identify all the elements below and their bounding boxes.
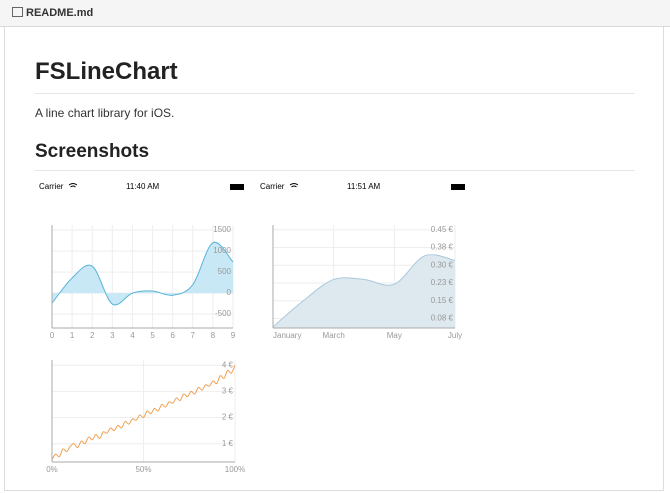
- y-tick-label: -500: [215, 309, 232, 318]
- x-tick-label: 0: [50, 331, 55, 340]
- y-tick-label: 0.45 €: [431, 225, 454, 234]
- x-tick-label: 50%: [135, 465, 151, 474]
- x-tick-label: 7: [191, 331, 196, 340]
- line: [51, 241, 234, 306]
- x-tick-label: 0%: [46, 465, 58, 474]
- rule: [35, 170, 635, 171]
- wifi-icon: [68, 183, 78, 188]
- readme-frame: [4, 0, 664, 491]
- x-tick-label: 4: [130, 331, 135, 340]
- x-tick-label: July: [448, 331, 462, 340]
- x-tick-label: 100%: [225, 465, 245, 474]
- y-tick-label: 0.15 €: [431, 296, 454, 305]
- y-tick-label: 0.38 €: [431, 243, 454, 252]
- x-tick-label: 8: [211, 331, 216, 340]
- carrier: Carrier: [260, 182, 285, 191]
- clock: 11:51 AM: [347, 182, 381, 191]
- book-icon: [12, 7, 23, 17]
- x-tick-label: March: [323, 331, 345, 340]
- y-tick-label: 1000: [213, 246, 231, 255]
- file-header: README.md: [0, 0, 670, 27]
- y-tick-label: 500: [218, 267, 232, 276]
- wifi-icon: [289, 183, 299, 188]
- y-tick-label: 0: [227, 288, 232, 297]
- y-tick-label: 0.23 €: [431, 278, 454, 287]
- x-tick-label: 9: [231, 331, 236, 340]
- x-tick-label: January: [273, 331, 301, 340]
- x-tick-label: May: [387, 331, 402, 340]
- y-tick-label: 2 €: [222, 413, 234, 422]
- area: [52, 242, 233, 305]
- x-tick-label: 2: [90, 331, 95, 340]
- line: [51, 365, 236, 460]
- battery-icon: [230, 184, 244, 190]
- clock: 11:40 AM: [126, 182, 160, 191]
- area: [273, 254, 455, 328]
- x-tick-label: 1: [70, 331, 75, 340]
- y-tick-label: 0.30 €: [431, 260, 454, 269]
- y-tick-label: 0.08 €: [431, 314, 454, 323]
- x-tick-label: 6: [170, 331, 175, 340]
- y-tick-label: 1 €: [222, 439, 234, 448]
- title: FSLineChart: [35, 58, 178, 85]
- y-tick-label: 1500: [213, 225, 231, 234]
- battery-icon: [451, 184, 465, 190]
- y-tick-label: 4 €: [222, 360, 234, 369]
- line: [272, 254, 456, 328]
- section-heading: Screenshots: [35, 141, 150, 162]
- filename: README.md: [26, 7, 94, 19]
- rule: [35, 93, 635, 94]
- y-tick-label: 3 €: [222, 386, 234, 395]
- description: A line chart library for iOS.: [35, 106, 175, 120]
- x-tick-label: 5: [150, 331, 155, 340]
- x-tick-label: 3: [110, 331, 115, 340]
- carrier: Carrier: [39, 182, 64, 191]
